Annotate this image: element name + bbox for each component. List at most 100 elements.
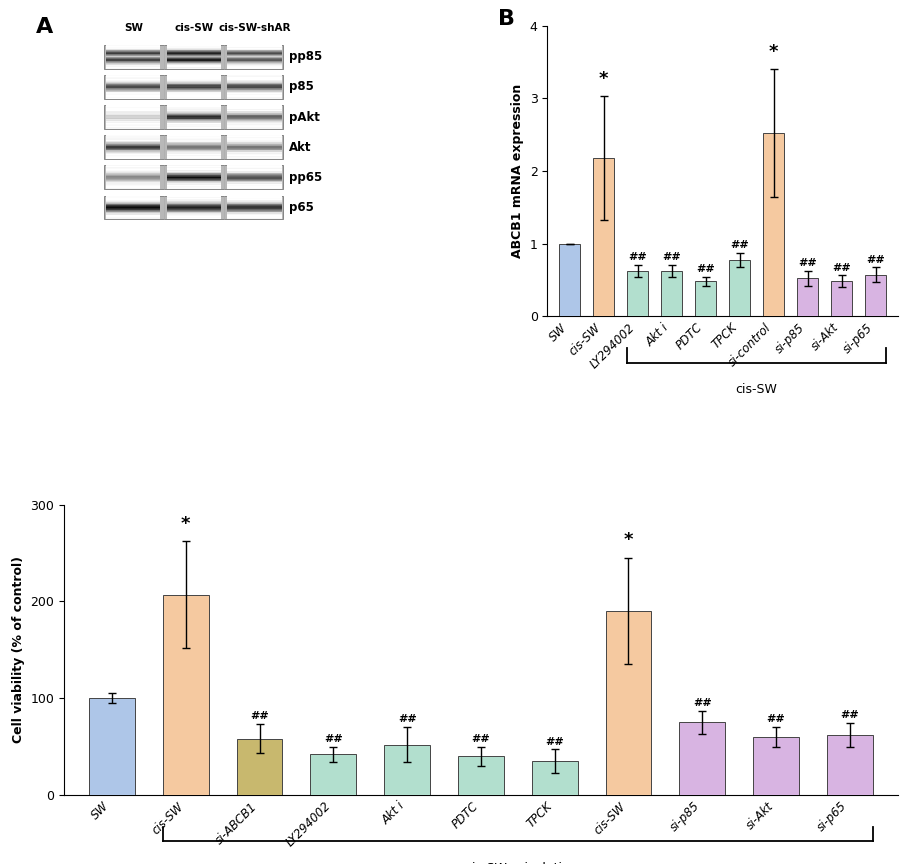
Bar <box>167 205 221 206</box>
Bar <box>106 67 160 68</box>
Bar <box>167 115 221 117</box>
Bar <box>167 50 221 51</box>
Bar <box>106 156 160 157</box>
Bar <box>106 86 160 87</box>
Bar <box>227 175 281 176</box>
Bar <box>167 178 221 179</box>
Bar <box>227 197 281 198</box>
Bar <box>167 47 221 48</box>
Bar <box>227 111 281 112</box>
Bar <box>227 167 281 168</box>
Y-axis label: Cell viability (% of control): Cell viability (% of control) <box>12 556 25 743</box>
Bar <box>227 216 281 217</box>
Bar <box>227 87 281 88</box>
Bar <box>106 57 160 58</box>
Bar <box>106 95 160 97</box>
Bar <box>227 91 281 92</box>
Bar <box>227 173 281 174</box>
Bar <box>167 154 221 156</box>
Bar <box>106 213 160 214</box>
Bar <box>227 119 281 120</box>
Bar <box>106 187 160 188</box>
Bar <box>167 211 221 212</box>
Bar <box>167 58 221 59</box>
Bar <box>227 118 281 119</box>
Bar <box>227 185 281 186</box>
Bar <box>167 112 221 113</box>
Bar <box>227 124 281 125</box>
Bar <box>167 218 221 219</box>
Bar <box>106 152 160 153</box>
Bar <box>227 188 281 189</box>
Bar <box>167 177 221 178</box>
Text: Akt: Akt <box>289 141 311 154</box>
Bar <box>227 53 281 54</box>
Bar <box>106 216 160 217</box>
Bar <box>167 216 221 217</box>
Bar <box>106 165 160 166</box>
Bar <box>106 137 160 138</box>
Bar <box>227 138 281 139</box>
Bar <box>106 107 160 108</box>
Bar <box>227 47 281 48</box>
Bar <box>106 204 160 205</box>
Bar <box>227 66 281 67</box>
Bar <box>106 138 160 139</box>
Bar <box>227 123 281 124</box>
Bar <box>227 88 281 89</box>
Bar <box>106 172 160 173</box>
Bar <box>167 197 221 198</box>
Bar <box>167 214 221 215</box>
Bar <box>227 64 281 65</box>
Bar <box>227 108 281 109</box>
Bar <box>227 147 281 148</box>
Bar <box>167 86 221 87</box>
Bar <box>227 211 281 212</box>
Text: pp85: pp85 <box>289 50 322 63</box>
Bar <box>227 125 281 126</box>
Bar <box>106 218 160 219</box>
Bar <box>106 105 160 106</box>
Bar <box>106 154 160 155</box>
Bar <box>167 62 221 63</box>
Bar <box>167 213 221 214</box>
Bar <box>106 87 160 88</box>
Bar <box>106 171 160 172</box>
Bar <box>167 82 221 83</box>
Bar <box>106 210 160 211</box>
Text: ##: ## <box>730 240 749 250</box>
Bar <box>227 83 281 84</box>
Bar <box>106 54 160 55</box>
Bar <box>167 195 221 196</box>
Bar <box>167 83 221 84</box>
Bar <box>167 91 221 92</box>
Bar <box>106 155 160 156</box>
Bar <box>106 186 160 187</box>
Bar <box>227 95 281 97</box>
Bar <box>106 126 160 127</box>
Bar <box>227 128 281 129</box>
Bar <box>106 52 160 53</box>
Bar <box>236 739 282 795</box>
Bar <box>385 745 430 795</box>
Bar <box>167 188 221 189</box>
Bar <box>106 116 160 117</box>
Bar <box>227 56 281 57</box>
Bar <box>106 47 160 48</box>
Bar <box>106 154 160 156</box>
Bar <box>227 93 281 94</box>
Bar <box>167 90 221 91</box>
Bar <box>167 144 221 146</box>
Text: *: * <box>624 531 633 550</box>
Bar <box>167 80 221 81</box>
Bar <box>106 105 160 107</box>
Text: pp65: pp65 <box>289 171 322 184</box>
Bar <box>227 59 281 60</box>
Bar <box>227 187 281 188</box>
Text: SW: SW <box>124 23 143 33</box>
Bar <box>227 57 281 58</box>
Bar <box>167 86 221 87</box>
Bar <box>167 111 221 112</box>
Bar <box>167 174 221 175</box>
Bar <box>227 178 281 179</box>
